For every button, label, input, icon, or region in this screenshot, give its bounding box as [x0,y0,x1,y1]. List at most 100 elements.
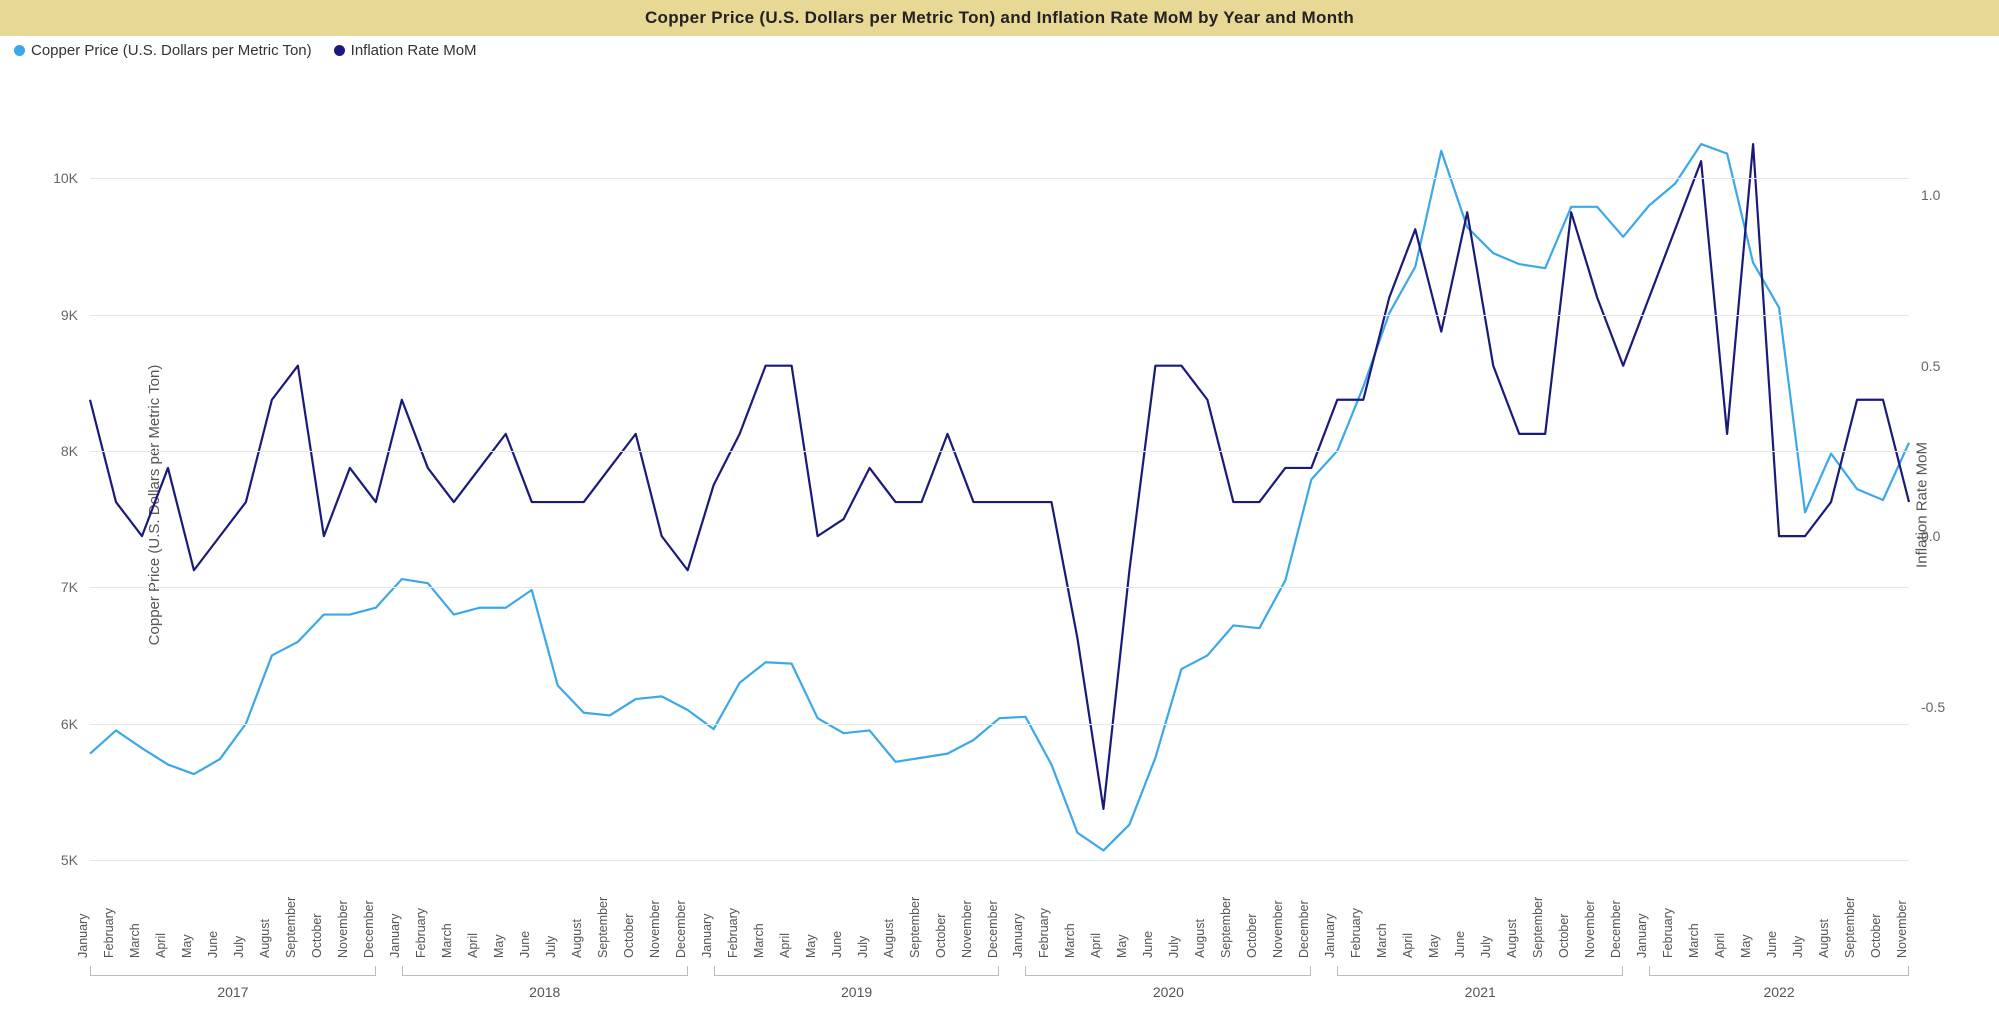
x-month-label: April [1713,933,1727,958]
x-month-label: January [1323,914,1337,958]
x-month-label: February [1661,908,1675,958]
x-month-label: September [1843,897,1857,958]
year-bracket [714,966,1000,976]
x-month-label: May [1427,934,1441,958]
y-left-tick: 7K [61,579,78,595]
x-month-label: August [258,919,272,958]
series-inflation [90,144,1909,809]
x-month-label: February [1037,908,1051,958]
x-month-label: June [1141,931,1155,958]
x-month-label: August [570,919,584,958]
x-month-label: October [310,914,324,958]
x-month-label: March [440,923,454,958]
x-month-label: June [830,931,844,958]
x-month-label: February [102,908,116,958]
x-month-label: April [778,933,792,958]
y-right-tick: 0.5 [1921,358,1940,374]
x-month-label: August [882,919,896,958]
x-month-label: August [1817,919,1831,958]
y-right-tick: 1.0 [1921,187,1940,203]
year-bracket [1025,966,1311,976]
x-month-label: October [934,914,948,958]
x-month-label: July [1479,936,1493,958]
x-month-label: May [180,934,194,958]
year-bracket [402,966,688,976]
x-month-label: September [284,897,298,958]
year-bracket [1649,966,1909,976]
y-left-tick: 8K [61,443,78,459]
x-month-label: March [128,923,142,958]
legend-marker [14,45,25,56]
x-year-label: 2020 [1153,984,1184,1000]
x-month-label: July [1791,936,1805,958]
legend-item: Copper Price (U.S. Dollars per Metric To… [14,42,312,59]
x-month-label: December [362,900,376,958]
x-month-label: October [1869,914,1883,958]
legend-marker [334,45,345,56]
x-month-label: March [1375,923,1389,958]
x-month-label: November [1583,900,1597,958]
chart-title: Copper Price (U.S. Dollars per Metric To… [0,0,1999,36]
x-month-label: February [1349,908,1363,958]
x-year-label: 2018 [529,984,560,1000]
x-year-label: 2022 [1763,984,1794,1000]
x-month-label: January [1011,914,1025,958]
x-month-label: July [1167,936,1181,958]
x-month-label: September [908,897,922,958]
x-month-label: May [492,934,506,958]
x-month-label: November [1271,900,1285,958]
y-axis-right-label: Inflation Rate MoM [1914,442,1931,568]
chart-container: Copper Price (U.S. Dollars per Metric To… [0,0,1999,1010]
gridline [90,315,1909,316]
x-month-label: August [1505,919,1519,958]
x-month-label: May [804,934,818,958]
x-month-label: June [1765,931,1779,958]
x-month-label: September [1219,897,1233,958]
x-year-label: 2017 [217,984,248,1000]
x-month-label: March [1063,923,1077,958]
legend-label: Inflation Rate MoM [351,42,477,59]
y-left-tick: 10K [53,170,78,186]
x-month-label: January [700,914,714,958]
gridline [90,587,1909,588]
x-month-label: November [1895,900,1909,958]
x-year-label: 2021 [1465,984,1496,1000]
y-right-tick: 0.0 [1921,528,1940,544]
x-month-label: April [1089,933,1103,958]
y-left-tick: 6K [61,716,78,732]
x-month-label: June [206,931,220,958]
year-bracket [90,966,376,976]
x-month-label: June [1453,931,1467,958]
x-month-label: May [1739,934,1753,958]
x-month-label: November [336,900,350,958]
x-month-label: December [674,900,688,958]
gridline [90,178,1909,179]
x-month-label: November [648,900,662,958]
x-month-label: February [414,908,428,958]
x-month-label: October [1245,914,1259,958]
y-left-tick: 5K [61,852,78,868]
x-month-label: January [388,914,402,958]
x-month-label: September [596,897,610,958]
series-copper [90,144,1909,850]
x-month-label: March [752,923,766,958]
x-month-label: December [1297,900,1311,958]
y-right-tick: -0.5 [1921,699,1945,715]
x-month-label: February [726,908,740,958]
x-month-label: September [1531,897,1545,958]
gridline [90,451,1909,452]
x-month-label: January [76,914,90,958]
x-month-label: July [856,936,870,958]
y-left-tick: 9K [61,307,78,323]
gridline [90,724,1909,725]
x-month-label: July [544,936,558,958]
x-month-label: December [986,900,1000,958]
legend-item: Inflation Rate MoM [334,42,477,59]
x-month-label: July [232,936,246,958]
x-month-label: May [1115,934,1129,958]
x-month-label: April [466,933,480,958]
x-axis-labels: January February March April May June July Augu… [90,860,1909,1010]
x-month-label: November [960,900,974,958]
x-month-label: April [1401,933,1415,958]
year-bracket [1337,966,1623,976]
